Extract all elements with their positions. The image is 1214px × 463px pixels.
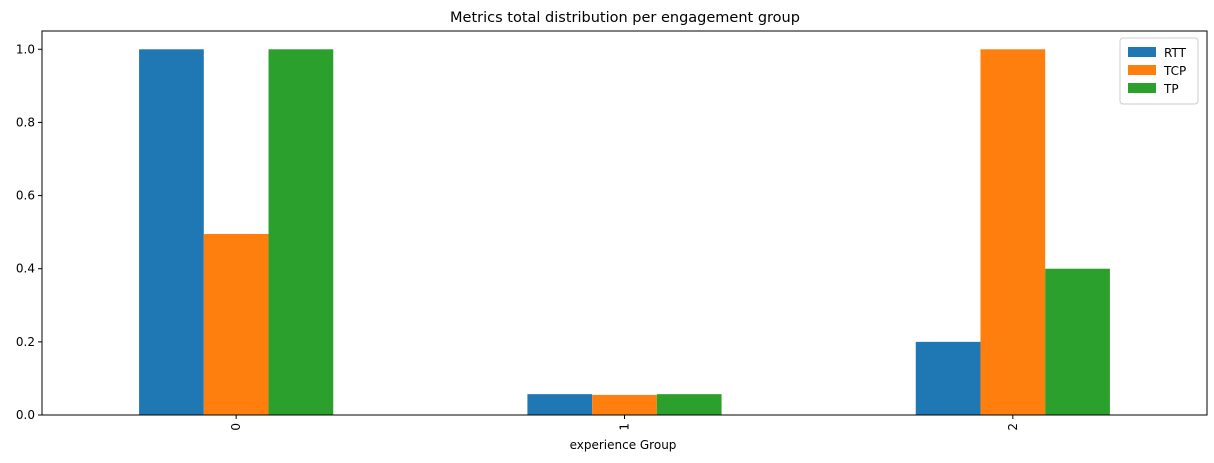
- y-tick-label: 0.6: [16, 189, 35, 203]
- bar-rtt-0: [139, 49, 204, 416]
- chart-title: Metrics total distribution per engagemen…: [450, 10, 800, 26]
- bar-tp-2: [1045, 268, 1110, 415]
- legend-label-rtt: RTT: [1164, 46, 1187, 60]
- x-axis: 0 1 2: [229, 415, 1020, 431]
- legend-label-tcp: TCP: [1163, 64, 1186, 78]
- plot-frame: [41, 30, 1208, 416]
- legend-swatch-rtt: [1128, 47, 1156, 57]
- x-tick-label: 2: [1006, 423, 1020, 431]
- y-tick-label: 0.2: [16, 335, 35, 349]
- y-tick-label: 0.4: [16, 262, 35, 276]
- y-tick-label: 0.0: [16, 408, 35, 422]
- y-axis: 0.0 0.2 0.4 0.6 0.8 1.0: [16, 42, 42, 422]
- bar-tcp-1: [592, 394, 657, 415]
- bars-layer: [139, 49, 1110, 416]
- bar-tcp-2: [980, 49, 1046, 416]
- bar-tp-0: [268, 49, 334, 416]
- legend-label-tp: TP: [1163, 82, 1179, 96]
- bar-rtt-1: [527, 394, 593, 415]
- x-tick-label: 1: [618, 423, 632, 431]
- legend-swatch-tp: [1128, 83, 1156, 93]
- y-tick-label: 0.8: [16, 115, 35, 129]
- legend-swatch-tcp: [1128, 65, 1156, 75]
- x-axis-label: experience Group: [570, 438, 677, 452]
- legend: RTT TCP TP: [1119, 37, 1199, 105]
- bar-rtt-2: [915, 341, 981, 415]
- bar-tp-1: [656, 394, 722, 415]
- bar-tcp-0: [203, 233, 269, 415]
- y-tick-label: 1.0: [16, 42, 35, 56]
- x-tick-label: 0: [229, 423, 243, 431]
